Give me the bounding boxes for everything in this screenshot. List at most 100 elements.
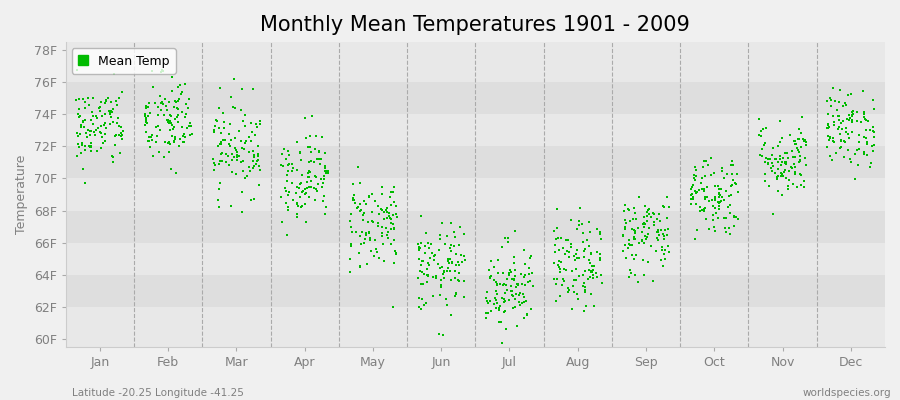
Point xyxy=(821,110,835,117)
Point xyxy=(410,241,425,247)
Point xyxy=(140,102,154,109)
Point xyxy=(690,226,705,233)
Point xyxy=(616,232,631,238)
Point xyxy=(356,211,371,218)
Point xyxy=(697,186,711,192)
Point xyxy=(578,289,592,295)
Point xyxy=(298,114,312,121)
Point xyxy=(586,267,600,274)
Point xyxy=(713,192,727,198)
Point xyxy=(627,236,642,242)
Point xyxy=(436,263,450,270)
Point xyxy=(695,175,709,181)
Point xyxy=(777,168,791,175)
Point xyxy=(712,190,726,196)
Point xyxy=(507,276,521,283)
Point xyxy=(642,225,656,232)
Point xyxy=(86,128,101,135)
Point xyxy=(280,168,294,174)
Point xyxy=(719,214,733,221)
Point xyxy=(217,125,231,131)
Point xyxy=(693,204,707,210)
Point xyxy=(653,227,668,234)
Point xyxy=(236,168,250,174)
Point xyxy=(778,158,793,165)
Point xyxy=(229,147,243,153)
Point xyxy=(497,296,511,302)
Point xyxy=(224,136,238,143)
Point xyxy=(71,95,86,102)
Point xyxy=(348,229,363,236)
Point xyxy=(343,256,357,262)
Point xyxy=(162,141,176,147)
Point xyxy=(651,228,665,235)
Point xyxy=(772,156,787,162)
Point xyxy=(867,134,881,141)
Point xyxy=(629,252,643,258)
Point xyxy=(176,88,190,95)
Point xyxy=(165,74,179,80)
Point xyxy=(827,122,842,128)
Point xyxy=(585,269,599,275)
Point xyxy=(89,113,104,119)
Point xyxy=(140,138,155,144)
Point xyxy=(823,153,837,159)
Legend: Mean Temp: Mean Temp xyxy=(72,48,176,74)
Point xyxy=(244,120,258,126)
Point xyxy=(376,209,391,215)
Point xyxy=(631,279,645,285)
Point xyxy=(365,218,380,224)
Point xyxy=(504,288,518,294)
Point xyxy=(788,154,802,160)
Point xyxy=(638,220,652,227)
Point xyxy=(726,223,741,229)
Point xyxy=(158,139,173,145)
Point xyxy=(424,241,438,247)
Point xyxy=(501,239,516,246)
Point xyxy=(517,299,531,305)
Point xyxy=(105,154,120,160)
Point xyxy=(823,135,837,141)
Point xyxy=(300,184,314,191)
Point xyxy=(369,246,383,252)
Point xyxy=(832,98,846,105)
Point xyxy=(251,152,266,159)
Point xyxy=(578,286,592,293)
Point xyxy=(770,174,784,181)
Point xyxy=(212,141,227,148)
Point xyxy=(109,97,123,104)
Point xyxy=(311,148,326,154)
Point xyxy=(436,332,450,338)
Point xyxy=(639,218,653,224)
Point xyxy=(106,106,121,112)
Point xyxy=(761,160,776,167)
Point xyxy=(357,198,372,204)
Point xyxy=(617,224,632,230)
Point xyxy=(207,160,221,166)
Point xyxy=(443,268,457,274)
Point xyxy=(427,253,441,259)
Point xyxy=(632,240,646,246)
Point xyxy=(171,106,185,112)
Point xyxy=(490,297,504,303)
Point xyxy=(500,326,514,332)
Point xyxy=(484,308,499,315)
Point xyxy=(844,129,859,136)
Point xyxy=(548,242,562,248)
Point xyxy=(650,229,664,235)
Point xyxy=(637,224,652,230)
Point xyxy=(244,138,258,144)
Point xyxy=(655,243,670,250)
Point xyxy=(446,242,461,249)
Point xyxy=(572,222,587,228)
Point xyxy=(454,259,469,265)
Point xyxy=(706,212,720,218)
Point xyxy=(78,143,93,150)
Point xyxy=(794,144,808,150)
Point xyxy=(624,270,638,276)
Point xyxy=(508,267,522,273)
Point xyxy=(770,142,785,149)
Point xyxy=(702,226,716,232)
Point xyxy=(641,231,655,237)
Point xyxy=(619,220,634,227)
